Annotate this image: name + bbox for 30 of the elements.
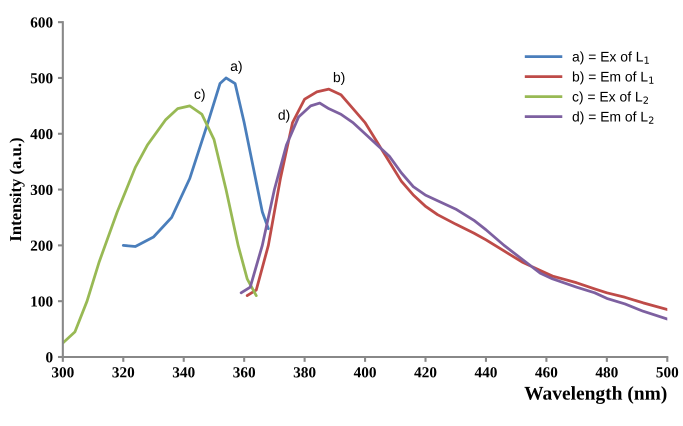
- legend-label: b) = Em of L$_{1}$: [572, 71, 654, 84]
- x-tick-label: 440: [474, 367, 497, 378]
- legend-label: d) = Em of L$_{2}$: [572, 111, 654, 124]
- legend-label: a) = Ex of L$_{1}$: [572, 51, 649, 64]
- x-tick-label: 460: [535, 367, 558, 378]
- line-series: [122, 76, 270, 248]
- x-tick-label: 480: [596, 367, 618, 378]
- y-tick-label: 300: [30, 184, 53, 196]
- y-tick-label: 0: [46, 352, 53, 362]
- x-axis-title: Wavelength (nm): [524, 386, 666, 404]
- y-tick-label: 100: [31, 296, 53, 307]
- y-tick-label: 600: [30, 17, 53, 28]
- x-tick-label: 380: [294, 367, 316, 378]
- annotation: d): [278, 110, 290, 123]
- y-tick-label: 500: [30, 73, 53, 84]
- x-tick-label: 320: [112, 367, 134, 378]
- x-tick-label: 420: [414, 367, 436, 378]
- x-tick-label: 360: [233, 367, 256, 378]
- x-tick-label: 300: [52, 367, 74, 378]
- annotation: a): [230, 60, 242, 74]
- y-tick-label: 200: [30, 240, 53, 251]
- legend-label: c) = Ex of L$_{2}$: [572, 91, 648, 104]
- y-axis-title: Intensity (a.u.): [9, 138, 25, 242]
- annotation: b): [334, 72, 344, 85]
- x-tick-label: 400: [354, 367, 376, 378]
- annotation: c): [194, 88, 205, 102]
- line-series: [62, 104, 258, 344]
- x-tick-label: 500: [656, 367, 678, 378]
- y-tick-label: 400: [30, 128, 53, 140]
- x-tick-label: 340: [172, 367, 195, 378]
